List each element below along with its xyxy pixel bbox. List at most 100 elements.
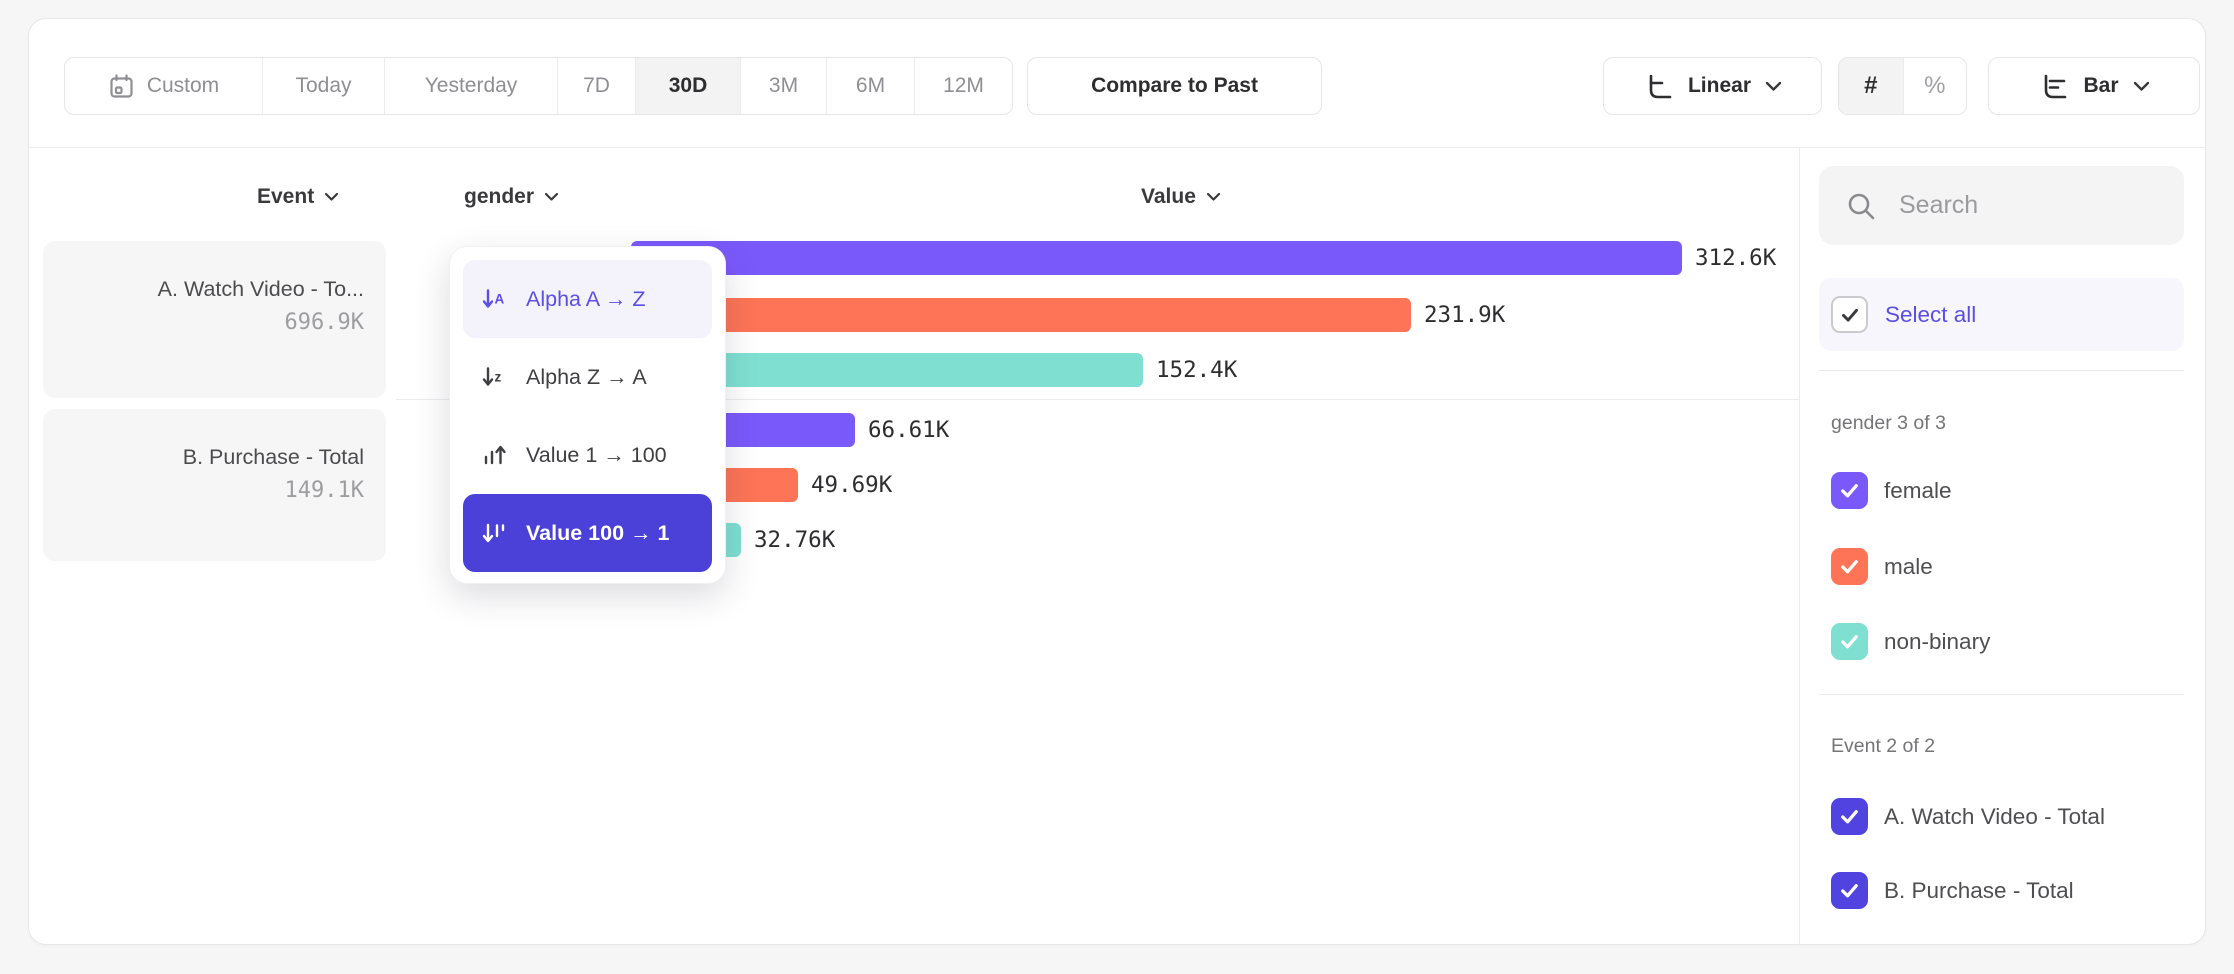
sort-value-asc-item[interactable]: Value 1 → 100 bbox=[463, 416, 712, 494]
sort-value-desc-icon bbox=[481, 520, 508, 547]
chart-type-label: Bar bbox=[2083, 74, 2119, 97]
search-icon bbox=[1845, 190, 1877, 222]
chevron-down-icon bbox=[544, 192, 559, 202]
bar-value-label: 32.76K bbox=[754, 527, 836, 553]
bar-chart-icon bbox=[2038, 71, 2069, 102]
date-range-3m[interactable]: 3M bbox=[741, 58, 827, 114]
bar-value-label: 152.4K bbox=[1156, 357, 1238, 383]
non-binary-checkbox[interactable] bbox=[1831, 623, 1868, 660]
sidebar-section-divider bbox=[1819, 694, 2184, 695]
bar-value-label: 49.69K bbox=[811, 472, 893, 498]
sidebar-section-divider bbox=[1819, 370, 2184, 371]
date-range-30d[interactable]: 30D bbox=[636, 58, 741, 114]
date-range-label: Custom bbox=[146, 74, 220, 97]
filter-label: female bbox=[1884, 477, 1952, 503]
value-format-toggle: # % bbox=[1838, 57, 1967, 115]
event-section-title: Event 2 of 2 bbox=[1831, 735, 1936, 757]
sidebar-divider bbox=[1799, 148, 1800, 945]
svg-text:A: A bbox=[495, 291, 505, 306]
linear-scale-icon bbox=[1643, 71, 1674, 102]
filter-label: A. Watch Video - Total bbox=[1884, 803, 2105, 829]
event-row-b[interactable]: B. Purchase - Total 149.1K bbox=[43, 409, 386, 561]
sort-menu: A Alpha A → Z z Alpha Z → A bbox=[449, 246, 726, 584]
sort-value-asc-icon bbox=[481, 442, 508, 469]
number-sign-label: # bbox=[1864, 72, 1878, 99]
sort-alpha-asc-icon: A bbox=[481, 286, 508, 313]
sort-item-label: Alpha A → Z bbox=[526, 286, 646, 311]
column-header-value[interactable]: Value bbox=[1141, 185, 1221, 209]
column-header-event[interactable]: Event bbox=[257, 185, 339, 209]
percent-toggle[interactable]: % bbox=[1902, 58, 1966, 114]
search-input[interactable] bbox=[1899, 191, 2139, 220]
date-range-6m[interactable]: 6M bbox=[827, 58, 915, 114]
sort-alpha-desc-item[interactable]: z Alpha Z → A bbox=[463, 338, 712, 416]
male-checkbox[interactable] bbox=[1831, 548, 1868, 585]
filter-row-event-b[interactable]: B. Purchase - Total bbox=[1831, 872, 2184, 909]
compare-to-past-button[interactable]: Compare to Past bbox=[1027, 57, 1322, 115]
event-b-checkbox[interactable] bbox=[1831, 872, 1868, 909]
event-a-checkbox[interactable] bbox=[1831, 798, 1868, 835]
toolbar: Custom Today Yesterday 7D 30D 3M 6M 12M … bbox=[29, 19, 2205, 148]
date-range-12m[interactable]: 12M bbox=[915, 58, 1012, 114]
filter-row-event-a[interactable]: A. Watch Video - Total bbox=[1831, 798, 2184, 835]
date-range-label: Today bbox=[295, 74, 352, 97]
date-range-yesterday[interactable]: Yesterday bbox=[385, 58, 558, 114]
chevron-down-icon bbox=[1765, 81, 1782, 92]
calendar-icon bbox=[108, 73, 135, 100]
date-range-7d[interactable]: 7D bbox=[558, 58, 636, 114]
event-name: A. Watch Video - To... bbox=[157, 277, 364, 301]
female-checkbox[interactable] bbox=[1831, 472, 1868, 509]
sort-item-label: Value 1 → 100 bbox=[526, 442, 667, 467]
sort-alpha-asc-item[interactable]: A Alpha A → Z bbox=[463, 260, 712, 338]
percent-sign-label: % bbox=[1924, 72, 1946, 99]
filter-label: non-binary bbox=[1884, 628, 1991, 654]
column-header-label: Value bbox=[1141, 185, 1196, 208]
date-range-label: 30D bbox=[668, 74, 708, 97]
sort-alpha-desc-icon: z bbox=[481, 364, 508, 391]
date-range-today[interactable]: Today bbox=[263, 58, 385, 114]
column-header-label: Event bbox=[257, 185, 315, 208]
date-range-label: 7D bbox=[583, 74, 610, 97]
date-range-selector: Custom Today Yesterday 7D 30D 3M 6M 12M bbox=[64, 57, 1013, 115]
search-box[interactable] bbox=[1819, 166, 2184, 245]
chevron-down-icon bbox=[2133, 81, 2150, 92]
row-separator bbox=[396, 399, 1799, 400]
event-total: 149.1K bbox=[284, 478, 364, 504]
date-range-label: Yesterday bbox=[424, 74, 518, 97]
chart-type-selector-button[interactable]: Bar bbox=[1988, 57, 2200, 115]
bar-value-label: 312.6K bbox=[1695, 245, 1777, 271]
event-name: B. Purchase - Total bbox=[182, 445, 364, 469]
sort-value-desc-item[interactable]: Value 100 → 1 bbox=[463, 494, 712, 572]
filter-label: B. Purchase - Total bbox=[1884, 877, 2074, 903]
bar-value-label: 231.9K bbox=[1424, 302, 1506, 328]
compare-to-past-label: Compare to Past bbox=[1091, 74, 1258, 97]
date-range-label: 12M bbox=[943, 74, 984, 97]
scale-selector-label: Linear bbox=[1687, 74, 1752, 97]
select-all-label: Select all bbox=[1885, 301, 1977, 327]
select-all-row[interactable]: Select all bbox=[1819, 278, 2184, 351]
sort-item-label: Alpha Z → A bbox=[526, 364, 647, 389]
report-card: Custom Today Yesterday 7D 30D 3M 6M 12M … bbox=[28, 18, 2206, 945]
column-header-label: gender bbox=[464, 185, 535, 208]
select-all-checkbox[interactable] bbox=[1831, 296, 1868, 333]
absolute-number-toggle[interactable]: # bbox=[1839, 58, 1903, 114]
bar-female-a[interactable] bbox=[631, 241, 1682, 275]
filter-row-non-binary[interactable]: non-binary bbox=[1831, 623, 2184, 660]
filter-row-female[interactable]: female bbox=[1831, 472, 2184, 509]
filter-row-male[interactable]: male bbox=[1831, 548, 2184, 585]
filter-label: male bbox=[1884, 553, 1933, 579]
event-total: 696.9K bbox=[284, 310, 364, 336]
sort-item-label: Value 100 → 1 bbox=[526, 520, 670, 545]
chevron-down-icon bbox=[1206, 192, 1221, 202]
event-row-a[interactable]: A. Watch Video - To... 696.9K bbox=[43, 241, 386, 398]
bar-value-label: 66.61K bbox=[868, 417, 950, 443]
column-header-gender[interactable]: gender bbox=[464, 185, 559, 209]
chevron-down-icon bbox=[324, 192, 339, 202]
scale-selector-button[interactable]: Linear bbox=[1603, 57, 1822, 115]
date-range-custom[interactable]: Custom bbox=[65, 58, 263, 114]
date-range-label: 3M bbox=[768, 74, 799, 97]
gender-section-title: gender 3 of 3 bbox=[1831, 412, 1946, 434]
date-range-label: 6M bbox=[855, 74, 886, 97]
bar-male-a[interactable] bbox=[631, 298, 1411, 332]
svg-text:z: z bbox=[495, 369, 502, 384]
